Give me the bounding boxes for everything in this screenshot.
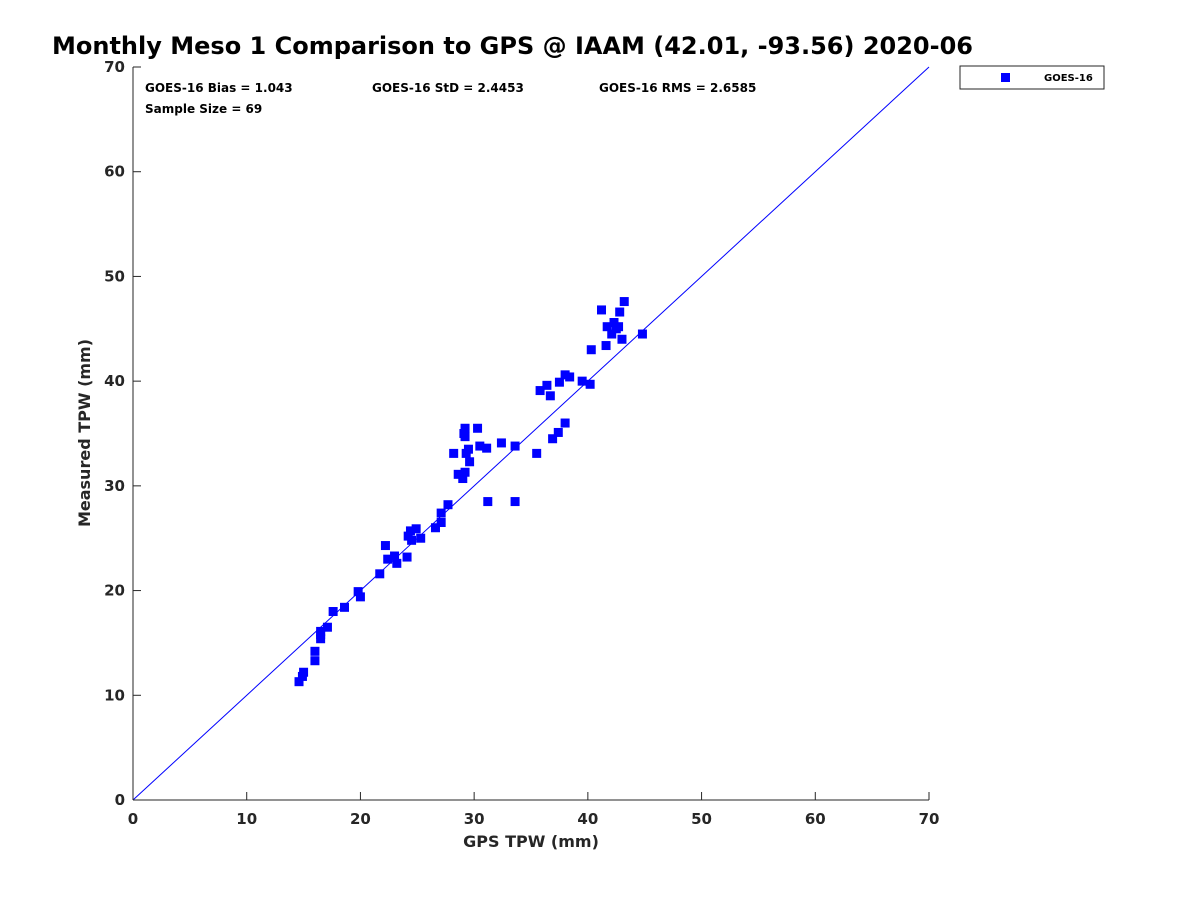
data-point [405, 526, 415, 536]
data-point [554, 377, 564, 387]
data-point [383, 554, 393, 564]
data-point [535, 386, 545, 396]
data-point [460, 467, 470, 477]
data-point [380, 541, 390, 551]
x-tick-label: 10 [236, 810, 257, 828]
x-axis-label: GPS TPW (mm) [463, 832, 599, 851]
y-tick-label: 20 [104, 582, 125, 600]
data-point [355, 592, 365, 602]
x-tick-label: 50 [691, 810, 712, 828]
x-tick-label: 70 [919, 810, 940, 828]
data-point [316, 626, 326, 636]
data-point [402, 552, 412, 562]
y-tick-label: 0 [115, 791, 125, 809]
data-point [340, 602, 350, 612]
data-point [465, 457, 475, 467]
x-ticks: 0 10 20 30 40 50 60 70 [128, 792, 940, 828]
data-point [407, 535, 417, 545]
y-tick-label: 10 [104, 686, 125, 704]
data-point [532, 448, 542, 458]
legend: GOES-16 [959, 65, 1105, 90]
x-tick-label: 0 [128, 810, 138, 828]
rms-stat: GOES-16 RMS = 2.6585 [599, 81, 756, 95]
data-point [586, 345, 596, 355]
data-point [545, 391, 555, 401]
chart-title: Monthly Meso 1 Comparison to GPS @ IAAM … [52, 32, 973, 60]
data-point [353, 587, 363, 597]
std-stat: GOES-16 StD = 2.4453 [372, 81, 524, 95]
data-point [585, 379, 595, 389]
data-point [310, 656, 320, 666]
data-point [453, 469, 463, 479]
data-point [310, 646, 320, 656]
data-points-layer [294, 297, 647, 687]
legend-label: GOES-16 [1044, 73, 1093, 84]
data-point [443, 500, 453, 510]
data-point [299, 667, 309, 677]
data-point [475, 441, 485, 451]
data-point [611, 324, 621, 334]
data-point [542, 380, 552, 390]
data-point [436, 508, 446, 518]
x-tick-label: 30 [464, 810, 485, 828]
data-point [458, 474, 468, 484]
data-point [496, 438, 506, 448]
data-point [560, 370, 570, 380]
data-point [411, 524, 421, 534]
data-point [294, 677, 304, 687]
data-point [390, 551, 400, 561]
data-point [430, 523, 440, 533]
data-point [565, 372, 575, 382]
sample-size-stat: Sample Size = 69 [145, 102, 262, 116]
y-axis-label: Measured TPW (mm) [75, 339, 94, 527]
data-point [602, 322, 612, 332]
y-tick-label: 50 [104, 267, 125, 285]
data-point [601, 341, 611, 351]
x-tick-label: 20 [350, 810, 371, 828]
data-point [548, 434, 558, 444]
data-point [510, 441, 520, 451]
data-point [607, 329, 617, 339]
data-point [463, 444, 473, 454]
data-point [482, 443, 492, 453]
y-tick-label: 70 [104, 58, 125, 76]
one-to-one-line [132, 66, 930, 801]
data-point [416, 533, 426, 543]
data-point [617, 334, 627, 344]
data-point [392, 558, 402, 568]
data-point [460, 432, 470, 442]
data-point [483, 497, 493, 507]
data-point [473, 423, 483, 433]
x-tick-label: 40 [577, 810, 598, 828]
y-tick-label: 30 [104, 477, 125, 495]
bias-stat: GOES-16 Bias = 1.043 [145, 81, 293, 95]
y-ticks: 0 10 20 30 40 50 60 70 [104, 58, 141, 809]
reference-line-layer [132, 66, 930, 801]
y-tick-label: 60 [104, 163, 125, 181]
data-point [619, 297, 629, 307]
legend-marker-square-icon [1001, 73, 1010, 82]
legend-box [959, 65, 1105, 90]
x-tick-label: 60 [805, 810, 826, 828]
data-point [577, 376, 587, 386]
data-point [460, 423, 470, 433]
data-point [553, 427, 563, 437]
data-point [609, 318, 619, 328]
data-point [560, 418, 570, 428]
data-point [637, 329, 647, 339]
y-tick-label: 40 [104, 372, 125, 390]
data-point [328, 607, 338, 617]
data-point [436, 518, 446, 528]
data-point [449, 448, 459, 458]
data-point [510, 497, 520, 507]
data-point [375, 569, 385, 579]
data-point [615, 307, 625, 317]
data-point [322, 622, 332, 632]
data-point [597, 305, 607, 315]
